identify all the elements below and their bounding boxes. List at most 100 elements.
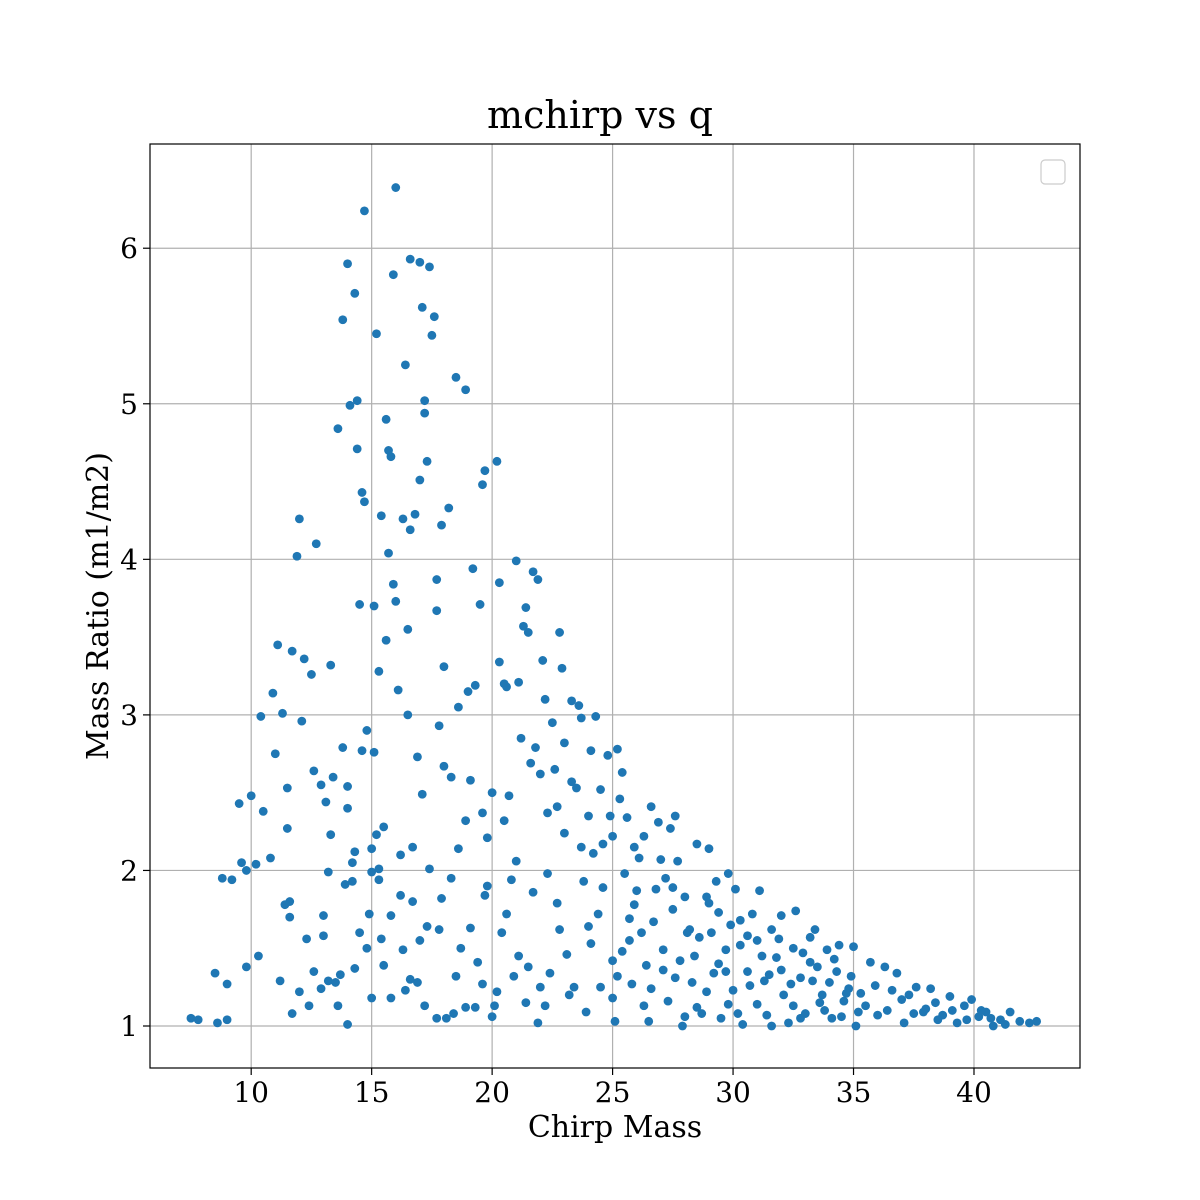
scatter-point [386, 993, 396, 1003]
scatter-point [586, 939, 596, 948]
scatter-point [680, 892, 690, 902]
scatter-point [805, 932, 815, 942]
scatter-point [608, 993, 617, 1003]
scatter-point [856, 988, 866, 998]
scatter-point [533, 1018, 543, 1028]
scatter-point [738, 1020, 748, 1029]
scatter-point [441, 1013, 451, 1023]
scatter-point [764, 970, 774, 980]
scatter-point [853, 1007, 863, 1017]
scatter-point [644, 1016, 654, 1026]
scatter-point [731, 884, 740, 894]
chart-title: mchirp vs q [487, 93, 713, 137]
scatter-point [812, 962, 822, 972]
x-axis-label: Chirp Mass [528, 1110, 702, 1145]
scatter-point [767, 925, 777, 934]
x-tick-label: 10 [233, 1076, 269, 1109]
scatter-point [478, 979, 487, 989]
scatter-point [417, 789, 427, 799]
scatter-point [388, 579, 398, 589]
scatter-point [528, 887, 538, 897]
scatter-point [415, 936, 425, 945]
scatter-point [374, 666, 384, 676]
scatter-point [323, 867, 333, 877]
scatter-point [931, 998, 940, 1008]
scatter-point [398, 945, 408, 955]
scatter-point [668, 904, 678, 914]
scatter-point [338, 743, 348, 752]
scatter-point [222, 1015, 232, 1025]
scatter-point [825, 978, 834, 987]
y-tick-label: 6 [120, 232, 138, 265]
scatter-point [805, 957, 815, 967]
scatter-point [367, 867, 377, 877]
y-axis-label: Mass Ratio (m1/m2) [81, 452, 116, 760]
scatter-point [217, 873, 227, 883]
scatter-point [466, 775, 475, 785]
y-tick-label: 3 [120, 699, 138, 732]
scatter-point [827, 1013, 837, 1023]
scatter-point [613, 744, 622, 754]
scatter-point [521, 998, 531, 1008]
scatter-point [340, 880, 350, 889]
scatter-point [552, 802, 562, 812]
scatter-point [567, 777, 577, 787]
scatter-point [405, 254, 415, 264]
scatter-point [615, 794, 625, 804]
scatter-point [861, 1001, 870, 1011]
scatter-point [528, 567, 538, 577]
scatter-point [779, 990, 789, 1000]
scatter-point [880, 962, 890, 972]
scatter-point [319, 931, 328, 941]
scatter-point [658, 945, 668, 955]
x-tick-label: 20 [474, 1076, 510, 1109]
scatter-point [849, 942, 858, 952]
scatter-point [663, 996, 673, 1006]
scatter-point [384, 548, 393, 558]
scatter-point [470, 680, 480, 690]
scatter-point [453, 702, 463, 712]
scatter-point [321, 797, 331, 807]
scatter-point [772, 953, 781, 962]
scatter-point [372, 329, 381, 339]
scatter-point [386, 452, 396, 462]
scatter-point [417, 302, 427, 312]
scatter-point [533, 575, 543, 584]
scatter-point [311, 539, 321, 549]
scatter-point [752, 936, 762, 945]
scatter-point [379, 822, 389, 832]
scatter-point [468, 564, 478, 574]
scatter-point [446, 873, 456, 883]
scatter-point [784, 1018, 793, 1028]
scatter-point [986, 1013, 996, 1023]
scatter-point [627, 979, 637, 989]
scatter-point [610, 1016, 620, 1026]
scatter-point [287, 1009, 297, 1018]
scatter-point [598, 883, 608, 892]
x-tick-label: 35 [836, 1076, 872, 1109]
scatter-point [449, 1009, 458, 1018]
scatter-point [639, 1001, 649, 1011]
scatter-point [343, 259, 352, 269]
scatter-point [829, 954, 839, 964]
scatter-point [535, 769, 545, 779]
scatter-point [487, 1012, 497, 1022]
scatter-point [360, 497, 369, 507]
scatter-point [670, 973, 680, 983]
scatter-point [810, 925, 820, 934]
scatter-point [584, 811, 593, 821]
scatter-point [478, 480, 487, 490]
scatter-point [425, 262, 434, 272]
scatter-point [502, 682, 511, 692]
scatter-point [846, 971, 856, 981]
scatter-point [1000, 1020, 1010, 1029]
scatter-point [367, 993, 377, 1003]
scatter-point [470, 1002, 480, 1012]
scatter-point [865, 957, 875, 967]
scatter-point [622, 813, 632, 822]
scatter-point [721, 967, 731, 976]
scatter-point [352, 444, 362, 454]
scatter-point [709, 968, 719, 978]
